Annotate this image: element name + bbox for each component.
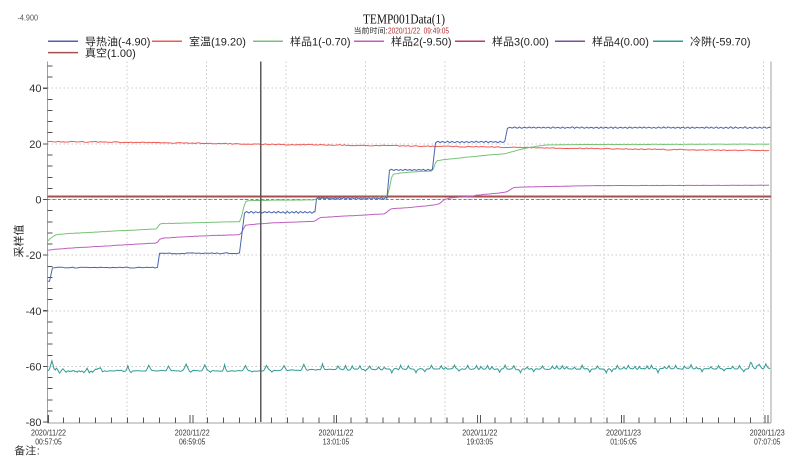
- svg-text:4(0.00): 4(0.00): [614, 37, 649, 49]
- svg-text:2020/11/22 09:49:05: 2020/11/22 09:49:05: [388, 27, 449, 36]
- svg-text:06:59:05: 06:59:05: [179, 438, 206, 447]
- svg-text:1(-0.70): 1(-0.70): [312, 37, 351, 49]
- svg-text:3(0.00): 3(0.00): [514, 37, 549, 49]
- svg-text:2020/11/23: 2020/11/23: [750, 429, 785, 438]
- svg-text:01:05:05: 01:05:05: [610, 438, 637, 447]
- svg-text:-60: -60: [26, 361, 42, 373]
- svg-text:2(-9.50): 2(-9.50): [413, 37, 452, 49]
- svg-text:-20: -20: [26, 250, 42, 262]
- svg-text:2020/11/23: 2020/11/23: [606, 429, 641, 438]
- svg-text:(19.20): (19.20): [211, 37, 246, 49]
- svg-text:(-59.70): (-59.70): [712, 37, 751, 49]
- svg-text:0: 0: [35, 195, 41, 207]
- svg-text:2020/11/22: 2020/11/22: [31, 429, 66, 438]
- svg-text:(-4.90): (-4.90): [118, 37, 150, 49]
- svg-text:2020/11/22: 2020/11/22: [462, 429, 497, 438]
- svg-text:-40: -40: [26, 306, 42, 318]
- svg-text:40: 40: [29, 83, 41, 95]
- svg-text:-4.900: -4.900: [18, 14, 39, 23]
- svg-text:(1.00): (1.00): [107, 48, 136, 60]
- svg-text:TEMP001Data(1): TEMP001Data(1): [363, 13, 445, 28]
- svg-text:19:03:05: 19:03:05: [467, 438, 494, 447]
- svg-text::: :: [37, 446, 40, 458]
- svg-text:07:07:05: 07:07:05: [754, 438, 781, 447]
- svg-text:20: 20: [29, 139, 41, 151]
- svg-text:13:01:05: 13:01:05: [323, 438, 350, 447]
- svg-text:00:57:05: 00:57:05: [35, 438, 62, 447]
- svg-text::: :: [386, 27, 388, 36]
- svg-text:2020/11/22: 2020/11/22: [319, 429, 354, 438]
- svg-text:2020/11/22: 2020/11/22: [175, 429, 210, 438]
- svg-text:-80: -80: [26, 417, 42, 429]
